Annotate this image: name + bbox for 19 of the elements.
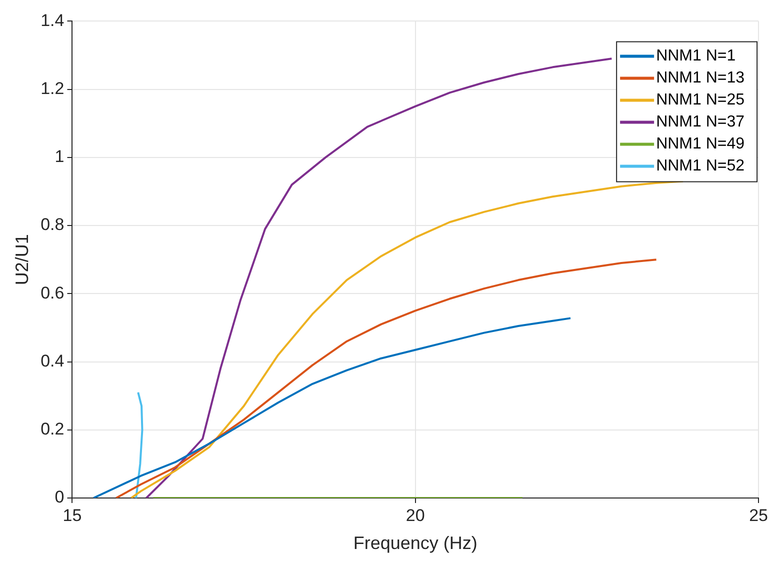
y-tick-label: 1.4 [40, 10, 64, 30]
x-axis-title: Frequency (Hz) [353, 533, 478, 554]
legend-label: NNM1 N=1 [656, 48, 736, 65]
y-tick-label: 1.2 [40, 79, 64, 98]
y-tick-label: 0.6 [40, 283, 64, 302]
y-axis-title: U2/U1 [12, 234, 32, 286]
y-tick-label: 0.8 [40, 215, 64, 234]
x-tick-label: 20 [406, 506, 425, 525]
y-tick-label: 0 [54, 488, 64, 507]
x-tick-label: 25 [749, 506, 768, 525]
x-tick-label: 15 [62, 506, 82, 525]
legend-label: NNM1 N=37 [656, 114, 745, 131]
legend-label: NNM1 N=25 [656, 92, 745, 109]
y-tick-label: 1 [54, 147, 64, 166]
legend-label: NNM1 N=49 [656, 136, 745, 153]
legend-label: NNM1 N=52 [656, 158, 745, 175]
y-tick-label: 0.2 [40, 420, 64, 439]
y-tick-label: 0.4 [40, 351, 64, 370]
legend-label: NNM1 N=13 [656, 70, 745, 87]
